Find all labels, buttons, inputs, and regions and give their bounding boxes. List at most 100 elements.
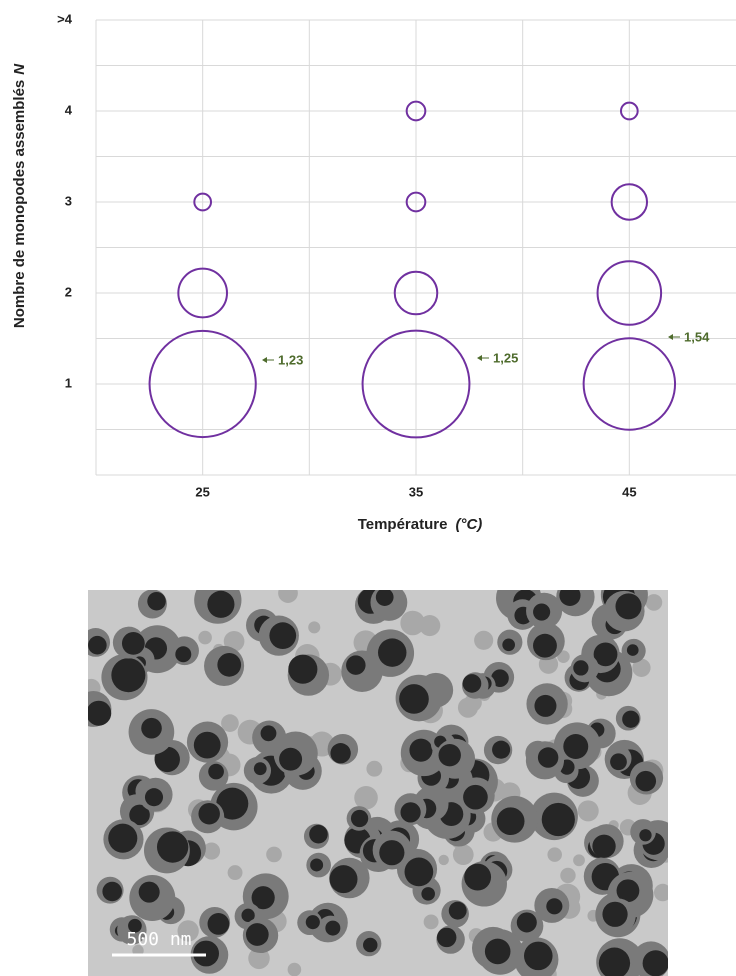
particle-core	[363, 937, 378, 953]
particle-core	[111, 658, 146, 693]
bubble	[405, 191, 427, 213]
particle-core	[615, 593, 642, 620]
particle-core	[88, 700, 112, 726]
particle-core	[400, 802, 421, 823]
particle-core	[592, 834, 616, 858]
y-tick-label: 2	[65, 284, 72, 299]
particle-core	[329, 865, 358, 894]
particle-core	[253, 762, 267, 776]
particle-core	[404, 857, 434, 887]
particle-core	[129, 804, 150, 826]
small-particle	[202, 842, 221, 860]
particle-core	[622, 710, 640, 728]
small-particle	[248, 947, 270, 970]
small-particle	[278, 590, 298, 603]
particle-core	[502, 638, 515, 652]
bubble	[393, 270, 439, 316]
small-particle	[354, 785, 378, 810]
small-particle	[560, 867, 576, 884]
particle-core	[484, 938, 511, 965]
particle-core	[279, 747, 303, 771]
bubble	[610, 183, 649, 221]
particle-core	[409, 738, 433, 762]
particle-core	[534, 694, 557, 717]
small-particle	[557, 650, 570, 663]
y-axis-title-var: N	[11, 63, 28, 75]
small-particle	[227, 865, 243, 881]
particle-core	[144, 788, 164, 807]
particle-core	[217, 652, 242, 677]
bubble	[619, 101, 639, 121]
bubble	[582, 337, 677, 431]
particle-core	[241, 908, 255, 922]
particle-core	[610, 753, 627, 771]
small-particle	[366, 760, 383, 777]
bubble	[148, 329, 257, 439]
particle-core	[154, 746, 180, 773]
particle-core	[121, 632, 145, 655]
small-particle	[132, 944, 144, 957]
particle-core	[330, 743, 351, 764]
particle-core	[193, 731, 221, 759]
particle-core	[537, 747, 559, 768]
small-particle	[423, 914, 439, 930]
annotation-arrowhead	[262, 357, 267, 363]
particle-core	[175, 646, 192, 663]
particle-core	[309, 824, 328, 844]
small-particle	[438, 854, 449, 866]
y-tick-label: 1	[65, 375, 72, 390]
particle-core	[88, 635, 107, 655]
y-axis-title-text: Nombre de monopodes assemblés	[11, 80, 28, 328]
particle-core	[305, 915, 320, 930]
particle-core	[399, 684, 429, 714]
particle-core	[269, 622, 297, 650]
small-particle	[400, 610, 425, 636]
particle-core	[523, 941, 553, 971]
x-tick-label: 35	[409, 484, 423, 499]
particle-core	[626, 644, 639, 656]
particle-core	[436, 927, 457, 948]
particle-core	[108, 823, 138, 853]
particle-core	[438, 743, 461, 767]
particle-core	[251, 886, 275, 910]
y-tick-label: 3	[65, 193, 72, 208]
small-particle	[223, 630, 245, 652]
small-particle	[474, 630, 494, 650]
particle-core	[141, 717, 162, 739]
particle-core	[346, 655, 366, 675]
annotation: 1,54	[684, 329, 710, 344]
small-particle	[573, 854, 585, 867]
annotation-arrowhead	[668, 334, 673, 340]
particle-core	[463, 784, 488, 810]
annotation: 1,23	[278, 352, 303, 367]
small-particle	[547, 847, 562, 862]
particle-core	[541, 802, 575, 837]
small-particle	[198, 630, 212, 645]
particle-core	[193, 940, 219, 967]
particle-core	[593, 642, 618, 667]
particle-core	[207, 590, 235, 618]
small-particle	[308, 621, 321, 634]
particle-core	[379, 840, 405, 866]
x-axis-title-unit: (°C)	[455, 516, 482, 533]
bubble	[193, 192, 213, 212]
small-particle	[452, 844, 474, 866]
particle-core	[635, 770, 657, 792]
particle-core	[598, 947, 631, 976]
x-axis-title: Température (°C)	[358, 516, 483, 533]
particle-core	[616, 879, 640, 903]
particle-core	[448, 901, 467, 920]
particle-core	[462, 674, 482, 693]
x-axis-title-text: Température	[358, 516, 448, 533]
particle-core	[138, 881, 160, 903]
annotation-arrowhead	[477, 355, 482, 361]
particle-core	[208, 763, 224, 780]
particle-core	[378, 638, 407, 667]
small-particle	[266, 846, 282, 863]
particle-core	[147, 591, 166, 611]
particle-core	[533, 633, 557, 658]
bubble	[361, 329, 471, 439]
particle-core	[198, 802, 220, 825]
y-tick-label: 4	[65, 102, 73, 117]
small-particle	[177, 920, 199, 942]
